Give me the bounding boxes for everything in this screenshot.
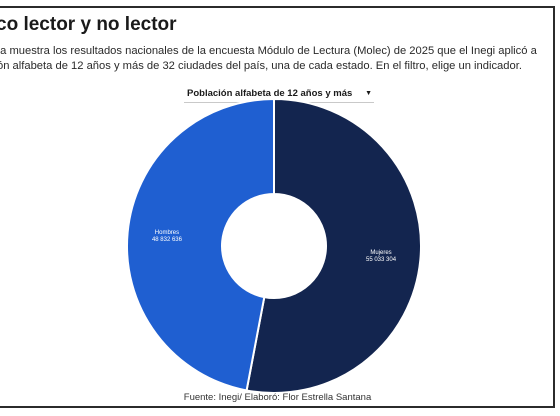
source-note: Fuente: Inegi/ Elaboró: Flor Estrella Sa…	[183, 392, 372, 403]
page-title: co lector y no lector	[0, 14, 177, 35]
chevron-down-icon: ▼	[365, 89, 372, 97]
chart-description: ta muestra los resultados nacionales de …	[0, 44, 553, 74]
indicator-select-value: Población alfabeta de 12 años y más	[187, 87, 353, 99]
donut-slice-mujeres[interactable]	[245, 97, 422, 394]
slice-label-hombres: Hombres	[155, 230, 179, 236]
slice-label-mujeres: Mujeres	[370, 250, 391, 256]
donut-slice-hombres[interactable]	[126, 97, 275, 392]
description-line-2: ón alfabeta de 12 años y más de 32 ciuda…	[0, 60, 522, 72]
slice-value-mujeres: 55 033 304	[366, 257, 397, 263]
slice-value-hombres: 48 832 636	[152, 237, 183, 243]
description-line-1: ta muestra los resultados nacionales de …	[0, 45, 537, 57]
chart-card: co lector y no lector ta muestra los res…	[0, 6, 555, 408]
